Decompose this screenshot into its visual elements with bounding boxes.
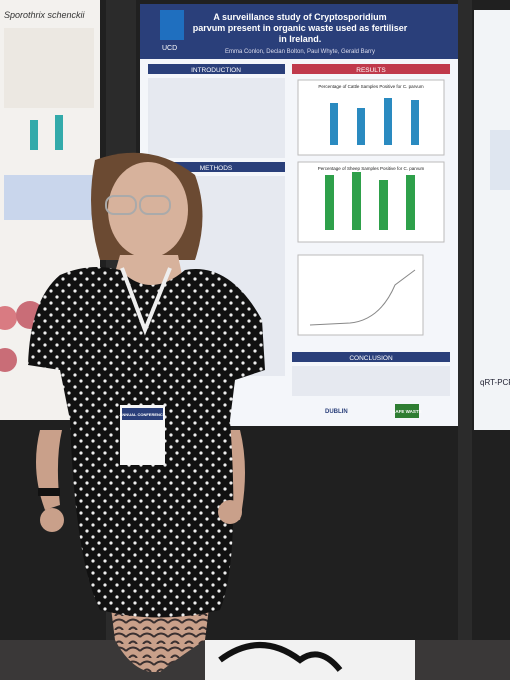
hand (40, 508, 64, 532)
figure (4, 175, 94, 220)
white-box (205, 640, 415, 680)
chart-panel (297, 79, 445, 156)
figure (0, 348, 17, 372)
poster-bar (330, 103, 338, 145)
section-title: RESULTS (356, 67, 386, 74)
watch (38, 488, 60, 496)
poster-bar (406, 175, 415, 230)
text-block (4, 28, 94, 108)
curve (309, 269, 416, 326)
poster-bar (325, 175, 334, 230)
lanyard (120, 267, 172, 336)
figure (0, 306, 17, 330)
section-title: INTRODUCTION (191, 67, 241, 74)
section-title: CONCLUSION (349, 355, 393, 362)
poster-bar (379, 180, 388, 230)
section-bar (292, 64, 450, 74)
poster-bar (352, 172, 361, 230)
hand (218, 500, 242, 524)
figure (30, 120, 38, 150)
badge-header (122, 408, 163, 420)
left-poster-heading: Sporothrix schenckii (4, 10, 86, 20)
section-bar (148, 162, 285, 172)
logo-box (395, 404, 419, 418)
face (108, 162, 188, 258)
section-title: METHODS (200, 165, 233, 172)
logo: SAFE WASTE (392, 409, 421, 414)
text-block (292, 366, 450, 396)
chart-panel (297, 161, 445, 243)
poster-title: A surveillance study of Cryptosporidium (213, 12, 386, 22)
poster-bar (357, 108, 365, 145)
badge-title: ANNUAL CONFERENCE (120, 412, 166, 417)
booth-panel (458, 0, 472, 660)
text-block (148, 78, 285, 158)
logo: UCD (162, 45, 177, 52)
figure (490, 130, 510, 190)
chart-title: Percentage of Cattle Samples Positive fo… (318, 84, 424, 89)
logo: DUBLIN (325, 409, 348, 415)
ucd-crest (160, 10, 184, 40)
poster-authors: Emma Conlon, Declan Bolton, Paul Whyte, … (225, 49, 375, 55)
figure (55, 115, 63, 150)
right-poster (474, 10, 510, 430)
poster-header (140, 4, 458, 59)
bag-strap (218, 642, 343, 672)
poster-bar (411, 100, 419, 145)
chart-title: Percentage of Sheep Samples Positive for… (318, 166, 425, 171)
poster-title: in Ireland. (279, 34, 322, 44)
glasses (105, 195, 137, 215)
glasses (139, 195, 171, 215)
poster-title: parvum present in organic waste used as … (193, 23, 408, 33)
right-poster-heading: qRT-PCR (480, 378, 510, 387)
legs (110, 600, 210, 672)
section-bar (148, 64, 285, 74)
section-bar (292, 352, 450, 362)
chart-panel (297, 254, 424, 336)
poster-bar (384, 98, 392, 145)
